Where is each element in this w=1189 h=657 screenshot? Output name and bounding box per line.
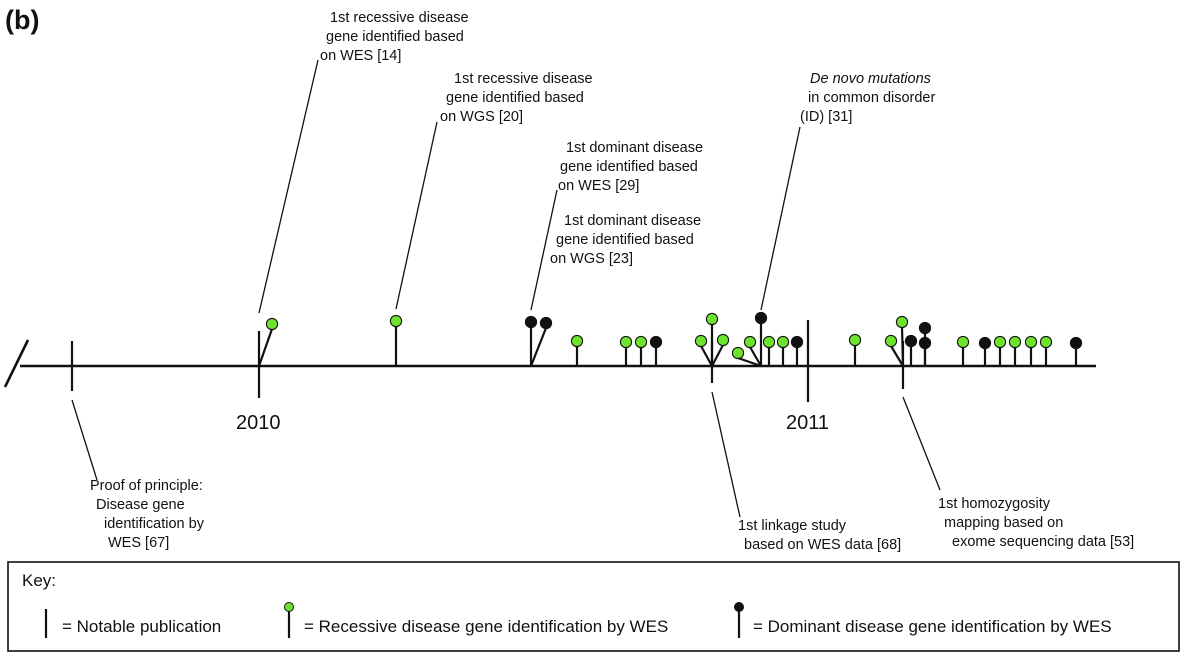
recessive-marker [1008,335,1022,366]
marker-stem [711,344,724,367]
year-label-2010: 2010 [236,412,281,434]
recessive-dot [895,315,909,329]
recessive-marker [731,346,762,368]
axis-break-mark [3,339,30,388]
key-box [7,561,1180,652]
marker-stem [257,328,274,367]
recessive-dot [389,314,403,328]
dominant-dot [918,321,932,335]
recessive-marker [956,335,970,366]
timeline [3,339,1096,388]
dominant-marker [754,311,768,366]
key-dominant-label: = Dominant disease gene identification b… [753,617,1112,636]
dominant-marker [524,315,538,366]
dominant-dot [524,315,538,329]
leader-wgs-recessive [395,121,438,310]
recessive-dot [1039,335,1053,349]
annotation-linkage: 1st linkage study based on WES data [68] [738,518,901,553]
leader-proof [71,399,98,481]
dominant-dot [978,336,992,350]
recessive-marker [570,334,584,366]
leader-wes-dominant [530,189,558,311]
annotation-homozygosity: 1st homozygosity mapping based on exome … [938,496,1134,550]
recessive-marker [848,333,862,366]
dominant-dot [649,335,663,349]
recessive-dot [570,334,584,348]
dominant-marker [790,335,804,366]
recessive-dot [694,334,708,348]
marker-stem [890,345,904,367]
recessive-dot [716,333,730,347]
annotation-wes-recessive: 1st recessive disease gene identified ba… [320,10,473,64]
annotation-wgs-dominant: 1st dominant disease gene identified bas… [550,213,705,267]
leader-linkage [711,391,741,518]
dominant-marker [904,334,918,366]
recessive-marker [776,335,790,366]
dominant-dot [790,335,804,349]
recessive-marker [705,312,719,366]
leader-homozygosity [902,396,941,491]
recessive-marker [389,314,403,366]
year-label-2011: 2011 [786,412,829,434]
key-notable-label: = Notable publication [62,617,221,636]
dominant-dot [1069,336,1083,350]
notable-publications [70,320,905,402]
recessive-marker [694,334,713,367]
dominant-dot [918,336,932,350]
key-dominant-symbol [734,602,744,612]
recessive-dot [731,346,745,360]
recessive-marker [743,335,762,367]
recessive-dot [848,333,862,347]
panel-label: (b) [5,5,39,35]
dominant-marker [918,336,932,366]
dominant-dot [539,316,553,330]
annotation-de-novo: De novo mutations in common disorder (ID… [800,71,939,125]
recessive-dot [884,334,898,348]
recessive-marker [895,315,909,367]
leader-wes-recessive [258,59,319,314]
annotation-leaders [71,59,941,518]
gene-identification-markers [257,311,1083,368]
dominant-dot [904,334,918,348]
dominant-dot [754,311,768,325]
recessive-dot [776,335,790,349]
annotation-proof: Proof of principle: Disease gene identif… [90,478,208,551]
marker-stem [749,346,762,367]
recessive-marker [993,335,1007,366]
leader-de-novo [760,126,801,311]
dominant-marker [978,336,992,366]
dominant-marker [649,335,663,366]
dominant-marker [1069,336,1083,366]
recessive-dot [634,335,648,349]
recessive-dot [1024,335,1038,349]
marker-stem [900,326,905,367]
recessive-marker [1039,335,1053,366]
recessive-dot [705,312,719,326]
recessive-marker [619,335,633,366]
annotation-wgs-recessive: 1st recessive disease gene identified ba… [440,71,597,125]
recessive-marker [884,334,904,367]
recessive-marker [257,317,279,367]
annotation-wes-dominant: 1st dominant disease gene identified bas… [558,140,707,194]
recessive-marker [634,335,648,366]
key-legend: Key: = Notable publication = Recessive d… [7,561,1180,652]
dominant-marker [529,316,553,367]
marker-stem [529,327,548,367]
marker-stem [737,356,762,368]
recessive-dot [265,317,279,331]
recessive-marker [711,333,730,367]
key-recessive-symbol [284,602,294,612]
recessive-dot [956,335,970,349]
recessive-dot [993,335,1007,349]
recessive-dot [762,335,776,349]
recessive-marker [762,335,776,366]
recessive-dot [1008,335,1022,349]
recessive-dot [619,335,633,349]
recessive-dot [743,335,757,349]
key-recessive-label: = Recessive disease gene identification … [304,617,668,636]
recessive-marker [1024,335,1038,366]
key-title: Key: [22,571,56,590]
marker-stem [700,345,713,367]
